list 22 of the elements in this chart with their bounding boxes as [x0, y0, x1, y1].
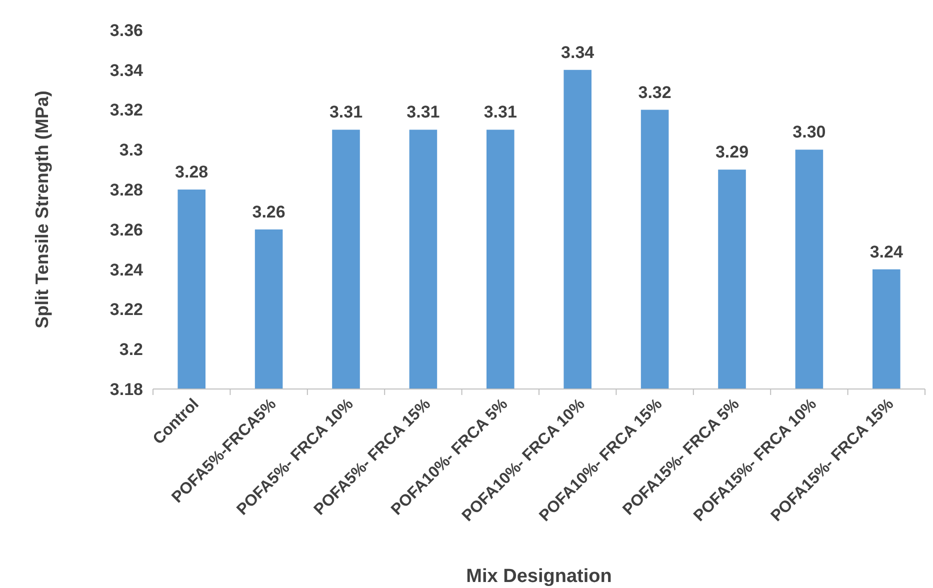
y-tick-label: 3.18 — [110, 380, 143, 399]
data-label: 3.31 — [329, 102, 363, 122]
data-label: 3.26 — [252, 202, 286, 222]
y-tick-label: 3.26 — [110, 220, 143, 240]
y-tick-label: 3.32 — [110, 100, 143, 120]
y-axis-title: Split Tensile Strength (MPa) — [32, 90, 52, 328]
data-label: 3.24 — [870, 242, 904, 262]
y-tick-label: 3.22 — [110, 300, 143, 320]
x-axis-title: Mix Designation — [466, 566, 612, 587]
y-tick-label: 3.28 — [110, 180, 143, 200]
data-label: 3.32 — [638, 82, 672, 102]
data-label: 3.29 — [715, 142, 749, 162]
y-tick-label: 3.34 — [110, 60, 144, 80]
data-label: 3.31 — [406, 102, 440, 122]
data-label: 3.34 — [561, 42, 595, 62]
y-tick-label: 3.2 — [119, 340, 143, 360]
data-label: 3.28 — [175, 162, 208, 182]
y-tick-label: 3.3 — [119, 140, 143, 160]
y-tick-label: 3.36 — [110, 20, 143, 40]
data-label: 3.30 — [792, 122, 826, 142]
data-label: 3.31 — [484, 102, 517, 122]
y-tick-label: 3.24 — [110, 260, 144, 280]
